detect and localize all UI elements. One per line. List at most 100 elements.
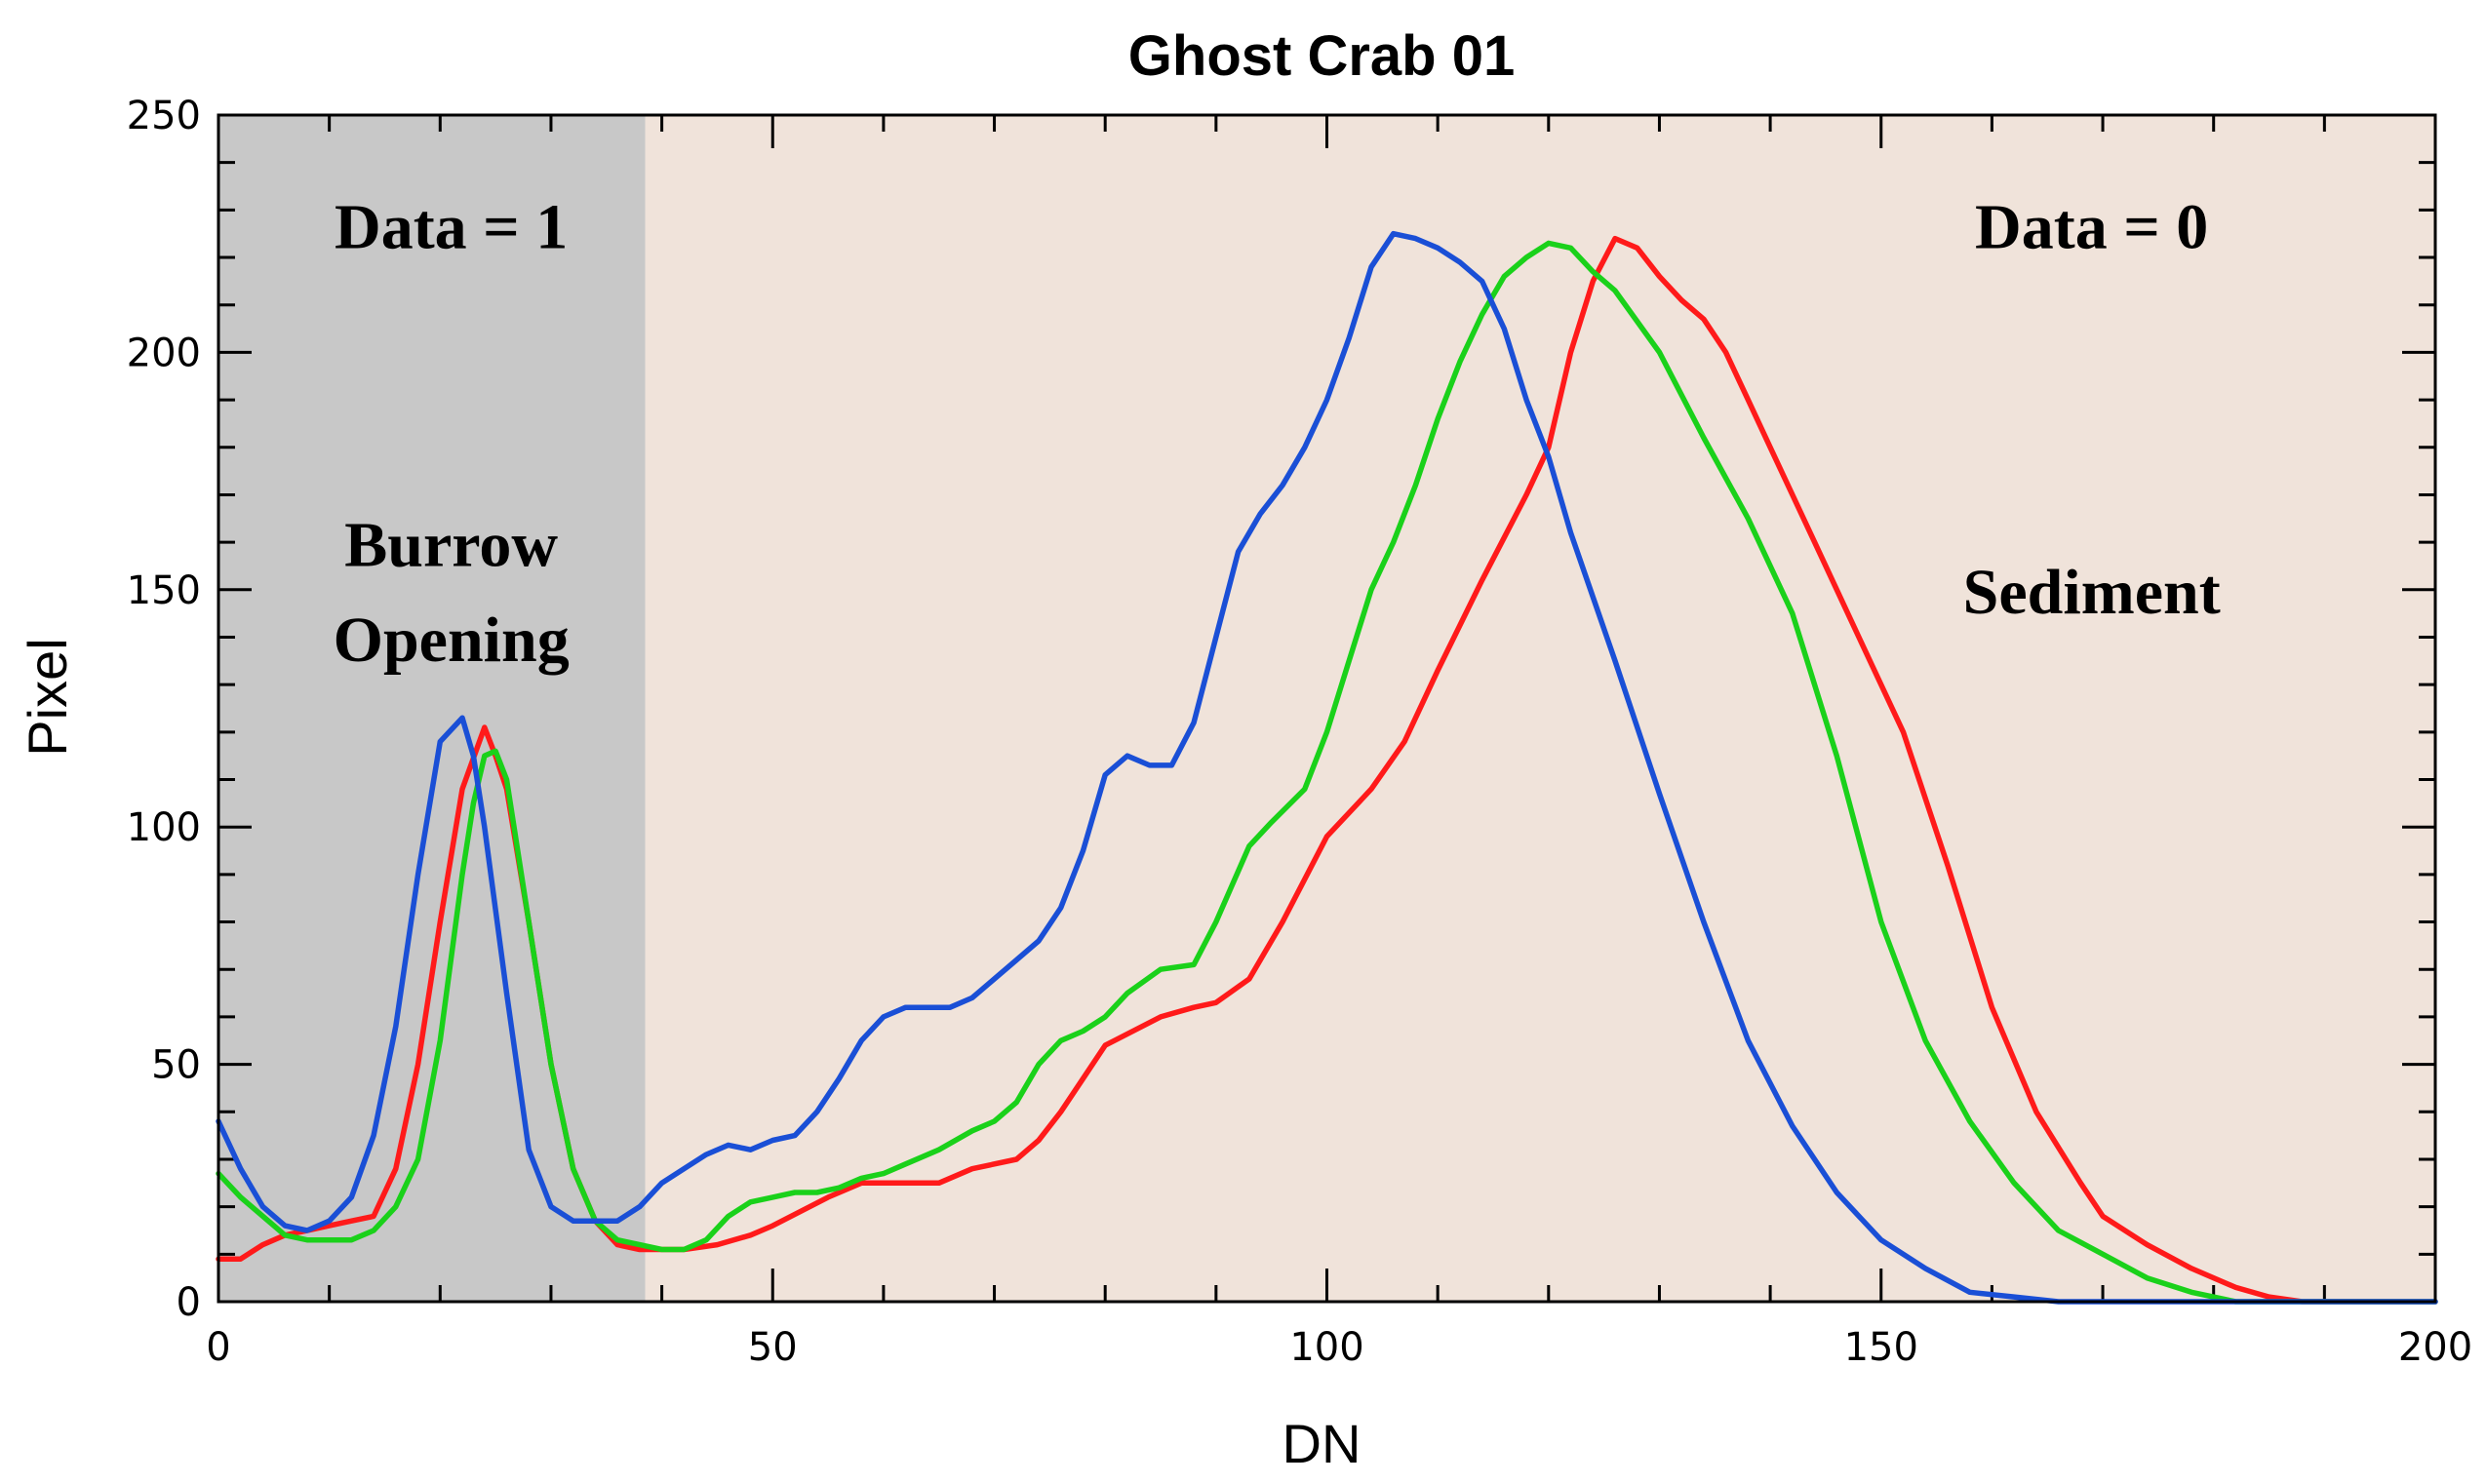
data-point-green [1592,271,1594,273]
data-point-blue [1370,266,1372,268]
data-point-red [2234,1286,2236,1288]
data-point-green [994,1120,996,1122]
data-point-blue [572,1220,574,1222]
data-point-green [616,1239,618,1241]
data-point-green [1614,290,1616,292]
annotation-burrow-line2: Opening [334,605,570,676]
region-burrow [218,115,646,1302]
data-point-red [484,726,486,728]
data-point-red [1592,280,1594,282]
data-point-green [683,1248,685,1250]
data-point-red [716,1244,718,1246]
data-point-red [1215,1001,1217,1003]
data-point-blue [616,1220,618,1222]
data-point-blue [1348,337,1350,339]
data-point-green [1015,1102,1017,1104]
data-point-red [1282,921,1283,923]
data-point-green [572,1168,574,1170]
data-point-red [261,1244,263,1246]
data-point-green [1525,256,1527,258]
data-point-green [1459,361,1461,363]
data-point-blue [1104,774,1106,776]
data-point-red [350,1220,352,1222]
data-point-red [1248,978,1250,980]
data-point-red [1193,1006,1195,1008]
data-point-blue [1126,755,1128,757]
data-point-red [2147,1244,2149,1246]
y-tick-label: 150 [127,568,201,613]
regions-layer [218,115,2435,1302]
data-point-blue [329,1220,331,1222]
data-point-green [905,1163,907,1165]
data-point-green [1658,351,1660,353]
data-point-red [1570,351,1572,353]
data-point-green [1880,921,1882,923]
data-point-red [1437,670,1439,672]
data-point-red [639,1248,641,1250]
data-point-blue [1238,551,1240,553]
data-point-blue [1082,850,1084,852]
data-point-blue [1525,399,1527,401]
data-point-red [2102,1215,2104,1217]
data-point-green [240,1196,242,1198]
data-point-green [1503,276,1505,278]
data-point-red [1747,399,1749,401]
data-point-green [2102,1253,2104,1255]
x-axis-title: DN [1282,1413,1361,1474]
data-point-green [1104,1016,1106,1018]
data-point-green [1570,247,1572,249]
series-line-green [216,240,2438,1305]
data-point-blue [639,1206,641,1208]
data-point-blue [771,1139,773,1141]
data-point-red [1947,864,1949,866]
data-point-green [639,1244,641,1246]
data-point-red [1525,493,1527,495]
plot-frame [217,113,2437,1304]
data-point-green [395,1206,397,1208]
x-tick-label: 50 [748,1325,798,1370]
data-point-green [1792,612,1794,614]
y-tick-label: 250 [127,94,201,138]
data-point-blue [1393,233,1395,235]
data-point-red [750,1234,752,1236]
data-point-green [2147,1277,2149,1279]
data-point-blue [728,1144,730,1146]
data-point-red [1725,351,1727,353]
data-point-red [1060,1111,1062,1113]
data-point-green [494,750,496,752]
data-point-red [240,1258,242,1260]
data-point-blue [594,1220,596,1222]
data-point-blue [1614,660,1616,662]
data-point-blue [373,1135,375,1137]
data-point-red [827,1196,829,1198]
data-point-red [1680,299,1682,301]
data-point-red [883,1182,885,1184]
x-tick-label: 200 [2398,1325,2472,1370]
data-point-red [1104,1044,1106,1046]
data-point-green [860,1177,862,1179]
data-point-blue [261,1206,263,1208]
data-point-red [2035,1111,2037,1113]
data-point-green [439,1039,441,1041]
data-point-green [971,1130,973,1132]
data-point-blue [1880,1239,1882,1241]
data-point-red [329,1225,331,1227]
data-point-green [484,755,486,757]
data-point-blue [2013,1296,2015,1298]
data-point-green [306,1239,308,1241]
data-point-blue [1149,764,1151,766]
data-point-green [1082,1031,1084,1033]
data-point-green [1304,788,1306,790]
data-point-green [838,1187,840,1189]
data-point-red [1614,238,1616,240]
data-point-red [1637,247,1638,249]
data-point-green [1437,418,1439,420]
data-point-blue [838,1077,840,1079]
data-point-red [461,788,463,790]
data-point-green [1193,963,1195,965]
annotation-sediment: Sediment [1963,557,2221,628]
data-point-green [1248,845,1250,847]
data-point-red [439,921,441,923]
data-point-green [505,779,507,781]
